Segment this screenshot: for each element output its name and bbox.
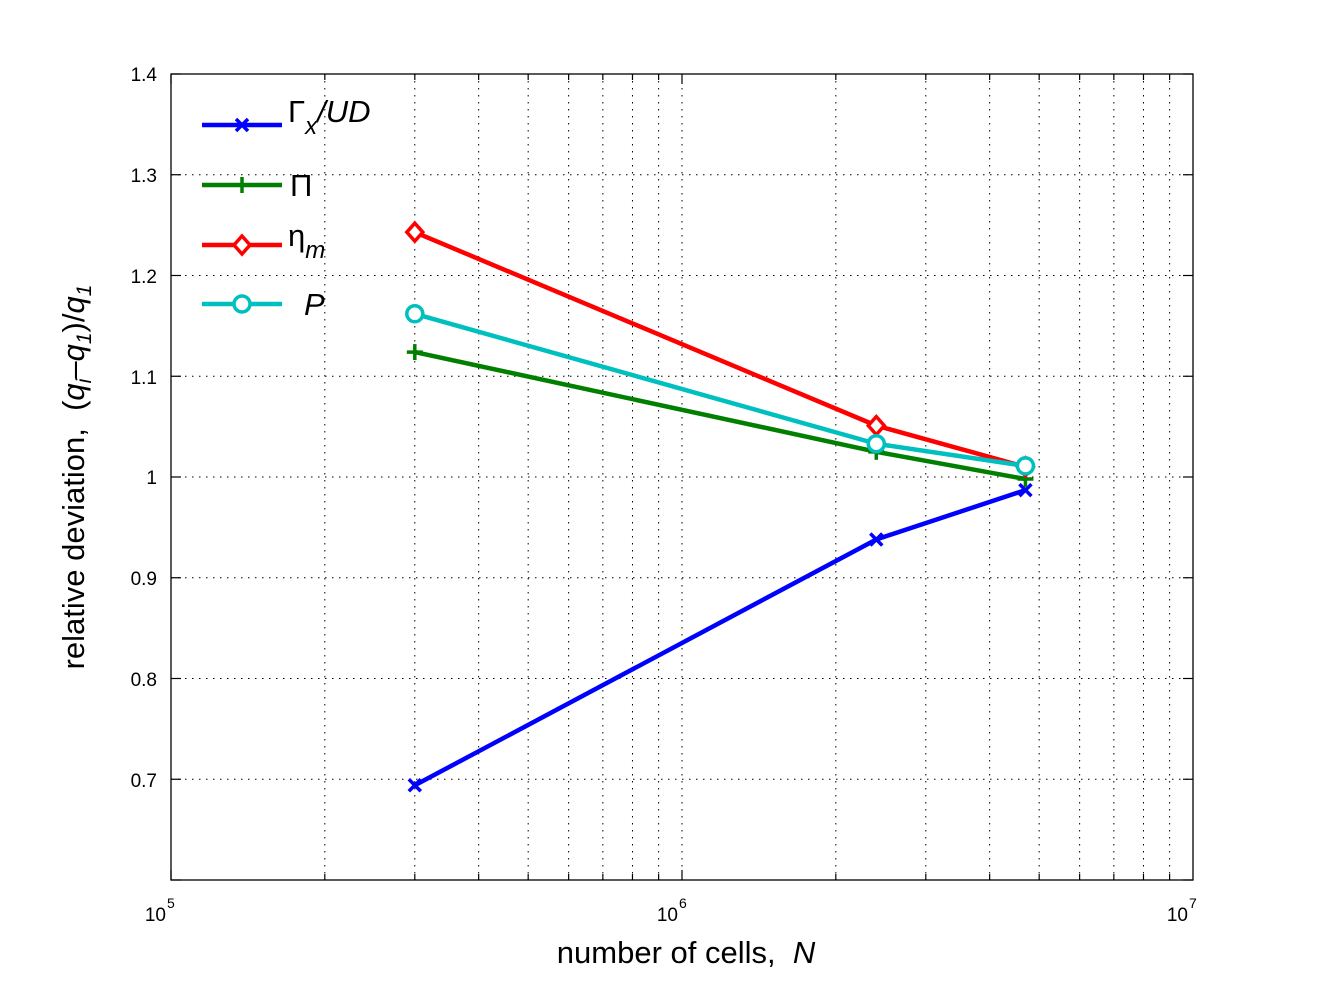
data-point bbox=[404, 220, 426, 244]
data-point bbox=[1018, 482, 1033, 498]
data-point bbox=[406, 344, 423, 361]
data-point bbox=[1015, 456, 1036, 476]
x-tick-label: 10 6 bbox=[657, 895, 687, 926]
svg-text:7: 7 bbox=[1189, 895, 1197, 911]
data-point bbox=[407, 778, 423, 793]
y-tick-label: 1.3 bbox=[131, 166, 157, 187]
grid bbox=[171, 74, 1193, 880]
series-layer bbox=[404, 220, 1036, 793]
y-tick-label: 0.7 bbox=[131, 771, 157, 792]
legend-label-pi: Π bbox=[290, 168, 312, 203]
legend-entry-pi: Π bbox=[202, 168, 312, 203]
legend-marker-circle bbox=[232, 294, 252, 314]
svg-text:10: 10 bbox=[657, 905, 678, 926]
legend-marker-plus bbox=[234, 177, 250, 193]
x-tick-label: 10 7 bbox=[1167, 895, 1197, 926]
series-3 bbox=[405, 304, 1036, 476]
y-axis-label: relative deviation, (qi–q1)/q1 bbox=[56, 285, 96, 670]
svg-text:6: 6 bbox=[679, 895, 687, 911]
data-point bbox=[866, 434, 887, 454]
x-axis-label: number of cells, N bbox=[557, 935, 816, 970]
legend-entry-p: P bbox=[202, 287, 325, 322]
legend-marker-diamond bbox=[231, 233, 253, 257]
data-point bbox=[869, 532, 884, 547]
legend-label-p: P bbox=[304, 287, 325, 322]
series-0 bbox=[407, 482, 1033, 793]
x-tick-label: 10 5 bbox=[145, 895, 175, 926]
y-tick-label: 0.9 bbox=[131, 569, 157, 590]
y-tick-label: 0.8 bbox=[131, 670, 157, 691]
data-point bbox=[405, 304, 425, 324]
y-tick-label: 1.2 bbox=[131, 267, 157, 288]
svg-text:10: 10 bbox=[145, 905, 166, 926]
y-tick-label: 1.1 bbox=[131, 368, 157, 389]
y-tick-label: 1 bbox=[146, 468, 157, 489]
legend-marker-x bbox=[234, 117, 250, 133]
y-tick-label: 1.4 bbox=[131, 65, 158, 86]
svg-text:5: 5 bbox=[167, 895, 175, 911]
svg-text:10: 10 bbox=[1167, 905, 1188, 926]
ticks bbox=[170, 73, 1193, 881]
